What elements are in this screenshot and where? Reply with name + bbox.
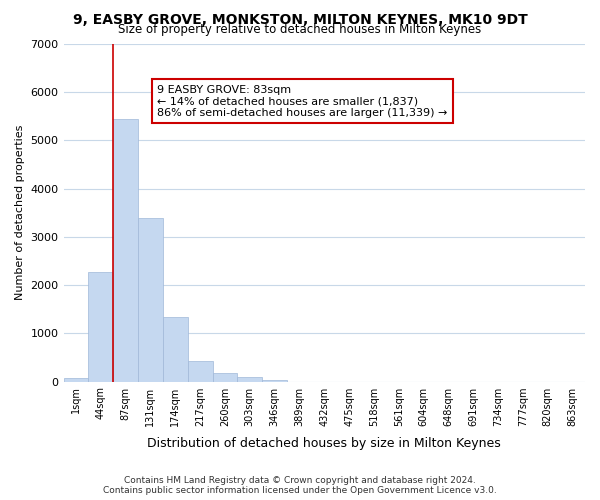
Bar (262, 380, 287, 382)
Text: 9 EASBY GROVE: 83sqm
← 14% of detached houses are smaller (1,837)
86% of semi-de: 9 EASBY GROVE: 83sqm ← 14% of detached h… (157, 84, 448, 117)
Bar (188, 361, 212, 382)
Bar (163, 317, 188, 382)
Bar (88, 272, 113, 382)
X-axis label: Distribution of detached houses by size in Milton Keynes: Distribution of detached houses by size … (148, 437, 501, 450)
Bar (138, 218, 163, 382)
Bar (212, 373, 238, 382)
Text: Size of property relative to detached houses in Milton Keynes: Size of property relative to detached ho… (118, 22, 482, 36)
Text: Contains HM Land Registry data © Crown copyright and database right 2024.
Contai: Contains HM Land Registry data © Crown c… (103, 476, 497, 495)
Y-axis label: Number of detached properties: Number of detached properties (15, 125, 25, 300)
Bar (238, 377, 262, 382)
Bar (113, 118, 138, 382)
Bar (64, 378, 88, 382)
Text: 9, EASBY GROVE, MONKSTON, MILTON KEYNES, MK10 9DT: 9, EASBY GROVE, MONKSTON, MILTON KEYNES,… (73, 12, 527, 26)
